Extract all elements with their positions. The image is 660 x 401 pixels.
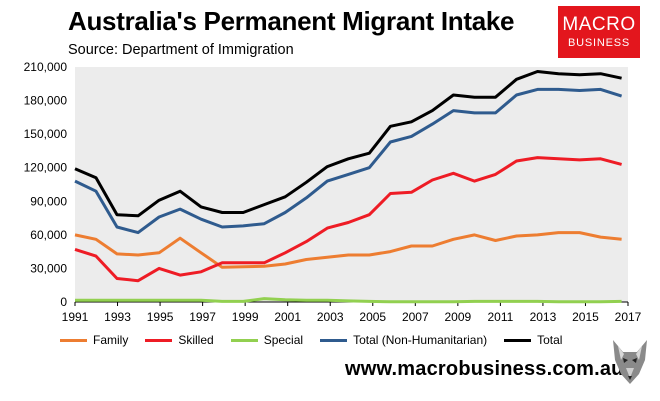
legend-label: Total (Non-Humanitarian)	[353, 333, 488, 347]
x-tick-label: 1995	[147, 310, 174, 324]
line-chart: 0 30,000 60,000 90,000 120,000 150,000 180,000…	[24, 60, 642, 324]
x-tick-label: 2005	[359, 310, 386, 324]
x-tick-label: 2009	[444, 310, 471, 324]
legend-item-total-non-humanitarian: Total (Non-Humanitarian)	[320, 333, 487, 347]
x-axis: 1991 1993 1995 1997 1999 2001 2003 2005 2007 2009…	[62, 302, 642, 324]
y-tick-label: 180,000	[24, 94, 68, 108]
legend-swatch	[60, 338, 87, 342]
chart-title: Australia's Permanent Migrant Intake	[68, 6, 515, 36]
logo-line2: BUSINESS	[567, 37, 631, 49]
y-tick-label: 30,000	[30, 261, 67, 275]
legend-item-total: Total	[504, 333, 562, 347]
series-lines	[74, 70, 623, 304]
logo-line1: MACRO	[562, 14, 636, 35]
legend: Family Skilled Special Total (Non-Humanitar…	[60, 333, 579, 347]
y-tick-label: 90,000	[30, 194, 67, 208]
x-tick-label: 1997	[189, 310, 216, 324]
legend-swatch	[504, 338, 532, 342]
x-tick-label: 2017	[615, 310, 642, 324]
legend-item-family: Family	[60, 333, 128, 347]
macrobusiness-logo[interactable]: MACRO BUSINESS	[558, 6, 640, 58]
y-tick-label: 120,000	[24, 161, 68, 175]
x-tick-label: 2001	[274, 310, 301, 324]
x-tick-label: 1993	[104, 310, 131, 324]
y-tick-label: 0	[60, 295, 67, 309]
x-tick-label: 2011	[487, 310, 513, 324]
legend-label: Special	[263, 333, 304, 347]
legend-label: Skilled	[178, 333, 214, 347]
legend-label: Total	[537, 333, 563, 347]
x-tick-label: 2015	[572, 310, 599, 324]
legend-swatch	[145, 338, 173, 342]
y-tick-label: 210,000	[24, 60, 68, 74]
series-line-skilled	[74, 156, 622, 283]
x-tick-label: 2013	[530, 310, 557, 324]
legend-swatch	[230, 338, 258, 342]
series-line-total-non-humanitarian	[74, 87, 623, 235]
legend-swatch	[320, 338, 348, 342]
plot-area	[75, 67, 628, 302]
series-line-family	[74, 231, 622, 269]
legend-item-skilled: Skilled	[145, 333, 214, 347]
wolf-head-icon	[613, 340, 647, 384]
legend-item-special: Special	[230, 333, 304, 347]
legend-label: Family	[93, 333, 129, 347]
x-tick-label: 2003	[317, 310, 344, 324]
series-line-special	[75, 297, 622, 304]
series-line-total	[74, 70, 622, 218]
x-tick-label: 1991	[62, 310, 89, 324]
x-tick-label: 1999	[232, 310, 259, 324]
y-tick-label: 150,000	[24, 127, 68, 141]
chart-subtitle: Source: Department of Immigration	[68, 42, 294, 58]
website-url[interactable]: www.macrobusiness.com.au	[345, 358, 624, 380]
y-tick-label: 60,000	[30, 228, 67, 242]
y-axis: 0 30,000 60,000 90,000 120,000 150,000 180,000…	[24, 60, 628, 309]
x-tick-label: 2007	[402, 310, 429, 324]
